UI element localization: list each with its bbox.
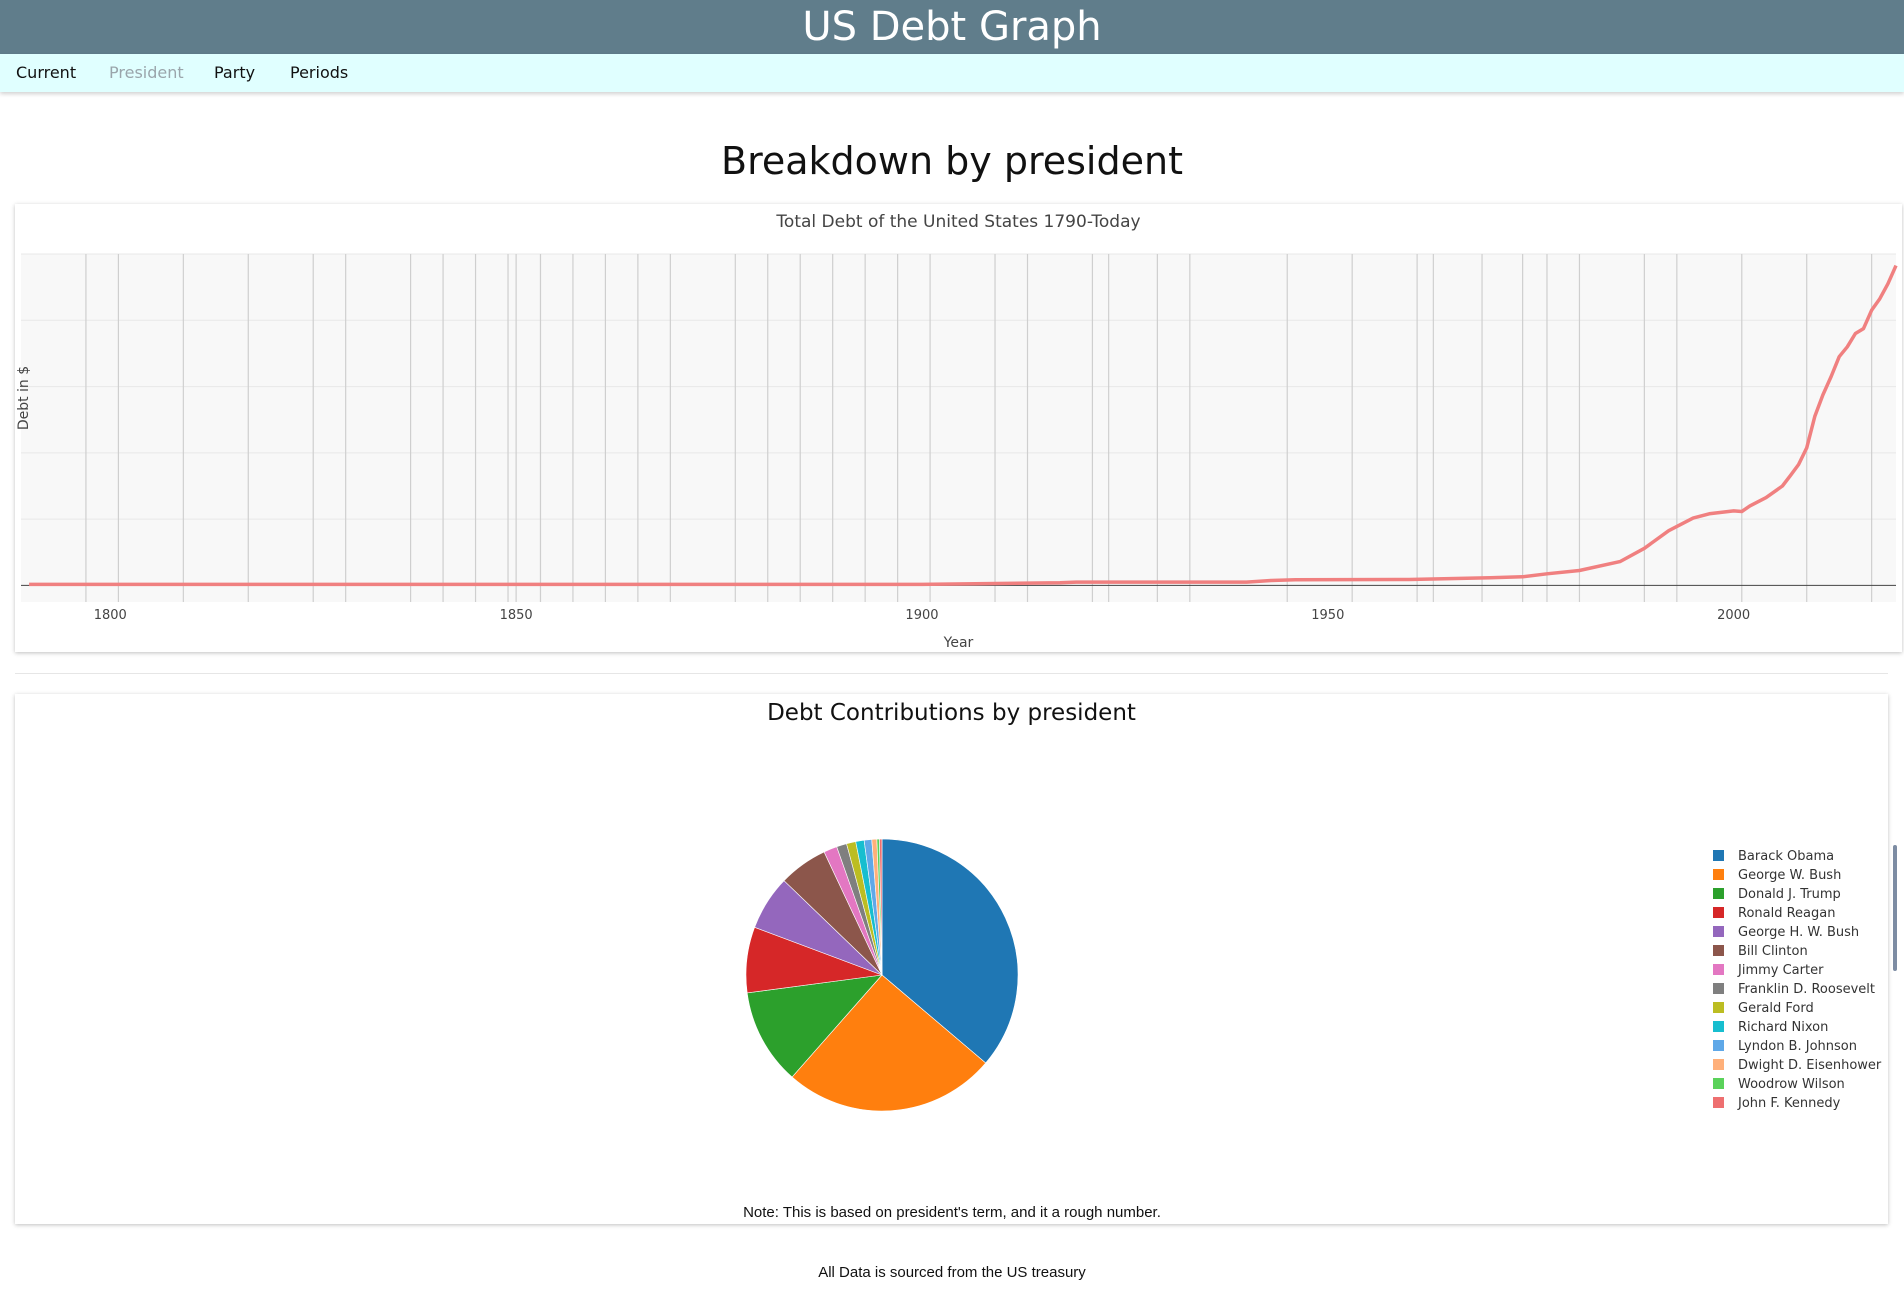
chart-note: Note: This is based on president's term,… [743,1204,1161,1221]
legend-item[interactable]: George H. W. Bush [1713,925,1859,940]
nav-item-periods[interactable]: Periods [290,63,349,82]
legend-swatch [1713,907,1724,918]
y-axis-label: Debt in $ [16,366,32,430]
legend-item[interactable]: Barack Obama [1713,849,1834,864]
x-axis-label: Year [943,635,974,651]
legend-item[interactable]: Donald J. Trump [1713,887,1841,902]
x-tick-label: 1900 [905,608,938,623]
pie-chart-title: Debt Contributions by president [767,700,1136,726]
x-tick-label: 1950 [1311,608,1344,623]
debt-line-chart-card: Total Debt of the United States 1790-Tod… [15,204,1902,652]
legend-label: George H. W. Bush [1738,925,1859,940]
section-divider [15,673,1888,674]
data-source-footer: All Data is sourced from the US treasury [818,1264,1086,1281]
legend-label: Jimmy Carter [1737,963,1824,978]
legend-label: Richard Nixon [1738,1020,1828,1035]
legend-label: Barack Obama [1738,849,1834,864]
legend-item[interactable]: Bill Clinton [1713,944,1808,959]
legend-swatch [1713,1021,1724,1032]
legend-label: Donald J. Trump [1738,887,1841,902]
legend-swatch [1713,888,1724,899]
legend-swatch [1713,945,1724,956]
nav-item-party[interactable]: Party [214,63,256,82]
legend-item[interactable]: Jimmy Carter [1713,963,1824,978]
legend-label: Woodrow Wilson [1738,1077,1845,1092]
pie-slice[interactable] [879,838,883,976]
legend-item[interactable]: Richard Nixon [1713,1020,1828,1035]
legend-swatch [1713,1097,1724,1108]
legend-item[interactable]: Ronald Reagan [1713,906,1835,921]
x-tick-label: 1850 [500,608,533,623]
pie-slice[interactable] [881,838,1019,1064]
legend-item[interactable]: Woodrow Wilson [1713,1077,1845,1092]
legend-label: Franklin D. Roosevelt [1738,982,1875,997]
legend-item[interactable]: Franklin D. Roosevelt [1713,982,1875,997]
legend-item[interactable]: Lyndon B. Johnson [1713,1039,1857,1054]
legend-label: Lyndon B. Johnson [1738,1039,1857,1054]
legend-swatch [1713,850,1724,861]
legend-item[interactable]: John F. Kennedy [1713,1096,1841,1111]
legend-swatch [1713,926,1724,937]
legend-item[interactable]: Dwight D. Eisenhower [1713,1058,1882,1073]
pie-slice[interactable] [791,974,987,1112]
x-tick-label: 2000 [1717,608,1750,623]
legend-swatch [1713,1002,1724,1013]
debt-series-line[interactable] [29,264,1898,587]
nav-item-president[interactable]: President [109,63,184,82]
legend-label: Bill Clinton [1738,944,1808,959]
debt-line-chart[interactable]: 1800 1850 1900 1950 2000 Year Debt in $ [15,204,1902,652]
app-header: US Debt Graph [0,0,1904,54]
debt-pie-chart-card: Debt Contributions by president Barack O… [15,694,1888,1224]
legend-swatch [1713,1040,1724,1051]
legend-swatch [1713,1078,1724,1089]
page-title: Breakdown by president [721,139,1183,183]
legend-label: John F. Kennedy [1737,1096,1841,1111]
legend-swatch [1713,964,1724,975]
legend-item[interactable]: Gerald Ford [1713,1001,1814,1016]
legend-item[interactable]: George W. Bush [1713,868,1841,883]
legend-scrollbar[interactable] [1893,845,1897,971]
legend-label: Dwight D. Eisenhower [1738,1058,1882,1073]
nav-bar: Current President Party Periods [0,54,1904,92]
legend-swatch [1713,1059,1724,1070]
pie-slice[interactable] [746,974,883,1078]
legend-label: Ronald Reagan [1738,906,1835,921]
app-title: US Debt Graph [802,4,1102,50]
legend-swatch [1713,869,1724,880]
plot-area [21,254,1896,602]
debt-pie-chart[interactable]: Barack Obama George W. Bush Donald J. Trum… [15,694,1888,1224]
nav-item-current[interactable]: Current [16,63,77,82]
legend-swatch [1713,983,1724,994]
line-chart-title: Total Debt of the United States 1790-Tod… [776,212,1141,232]
x-tick-label: 1800 [94,608,127,623]
legend-label: George W. Bush [1738,868,1841,883]
legend-label: Gerald Ford [1738,1001,1814,1016]
